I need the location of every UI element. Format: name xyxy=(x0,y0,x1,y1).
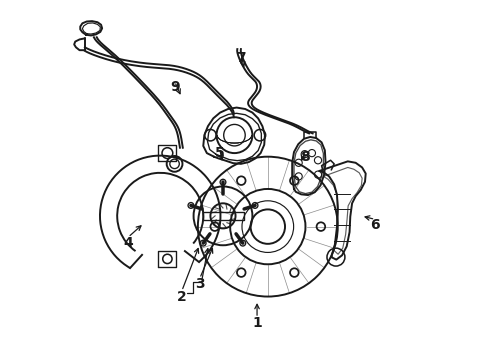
Text: 1: 1 xyxy=(252,316,262,330)
Text: 7: 7 xyxy=(236,51,245,65)
Text: 3: 3 xyxy=(194,277,204,291)
Text: 9: 9 xyxy=(169,80,179,94)
Text: 2: 2 xyxy=(177,289,186,303)
Text: 6: 6 xyxy=(370,218,380,232)
Text: 4: 4 xyxy=(123,236,133,250)
Text: 8: 8 xyxy=(300,150,310,164)
Text: 5: 5 xyxy=(214,146,224,160)
